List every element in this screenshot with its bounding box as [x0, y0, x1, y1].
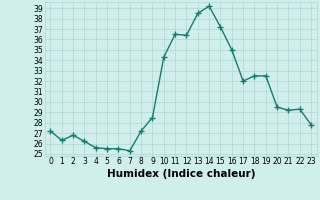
- X-axis label: Humidex (Indice chaleur): Humidex (Indice chaleur): [107, 169, 255, 179]
